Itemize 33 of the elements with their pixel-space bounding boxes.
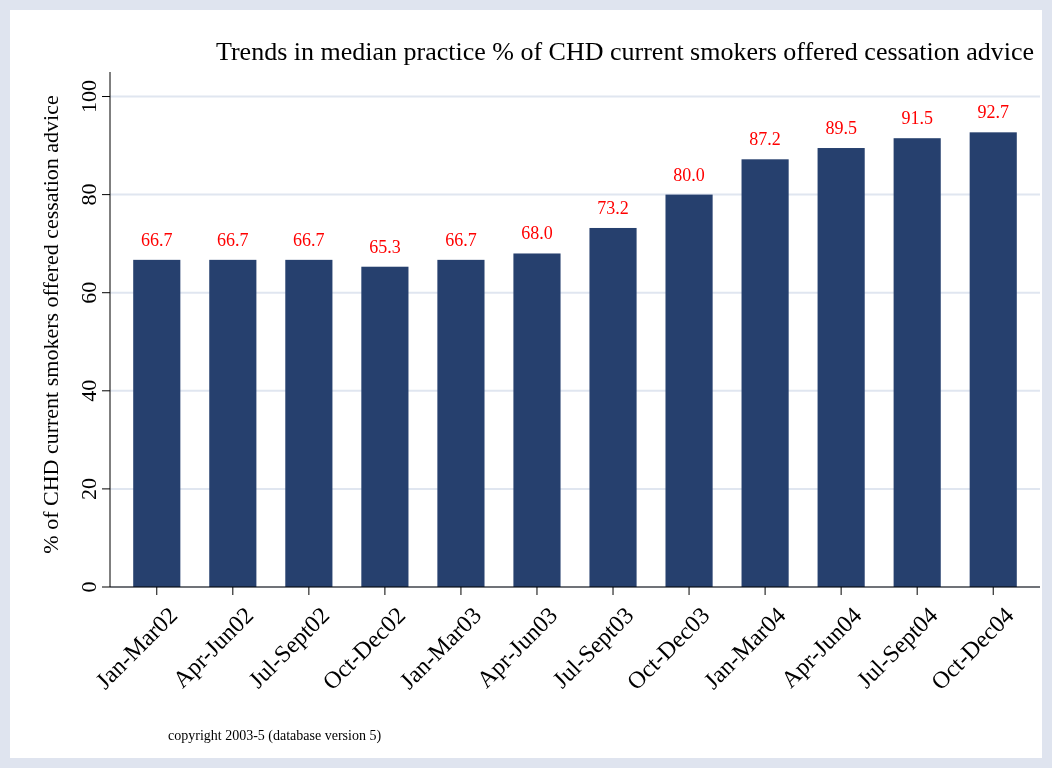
data-label: 87.2 (749, 129, 781, 150)
bar (741, 159, 789, 587)
data-label: 68.0 (521, 223, 553, 244)
data-label: 92.7 (977, 102, 1009, 123)
chart-title: Trends in median practice % of CHD current smokers offered cessation advice (215, 37, 1035, 66)
y-tick-label: 40 (76, 379, 101, 402)
data-label: 65.3 (369, 236, 401, 257)
bar (589, 227, 637, 587)
data-label: 73.2 (597, 197, 629, 218)
text: copyright 2003-5 (database version 5) (168, 728, 382, 744)
bar (133, 259, 181, 587)
bar (893, 138, 941, 587)
data-label: 91.5 (901, 108, 933, 129)
y-axis-title: % of CHD current smokers offered cessation advice (38, 95, 63, 554)
bar (437, 259, 485, 587)
data-label: 66.7 (445, 229, 477, 250)
bar (665, 194, 713, 587)
data-label: 80.0 (673, 164, 705, 185)
bar (513, 253, 561, 587)
y-tick-label: 100 (76, 80, 101, 114)
data-label: 66.7 (293, 229, 325, 250)
y-tick-label: 20 (76, 477, 101, 500)
bar (817, 148, 865, 587)
bar (969, 132, 1017, 587)
y-tick-label: 60 (76, 281, 101, 304)
y-tick-label: 0 (76, 581, 101, 593)
bar (361, 266, 409, 587)
data-label: 89.5 (825, 118, 857, 139)
bar (209, 259, 257, 587)
data-label: 66.7 (217, 229, 249, 250)
bar (285, 259, 333, 587)
y-tick-label: 80 (76, 183, 101, 206)
data-label: 66.7 (141, 229, 173, 250)
